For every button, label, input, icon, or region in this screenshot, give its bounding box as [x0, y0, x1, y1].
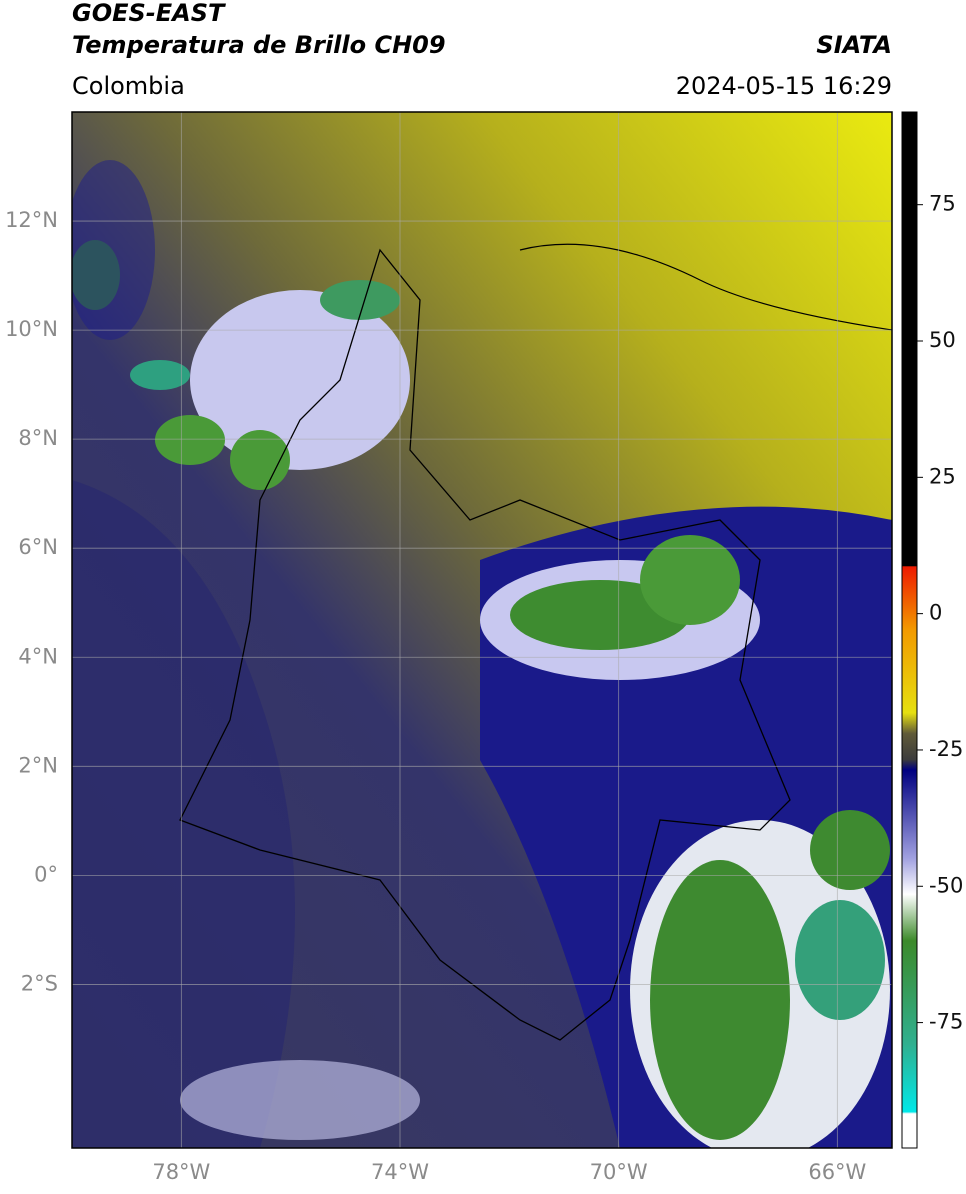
graticule [72, 112, 892, 1148]
y-tick-label: 0° [34, 862, 58, 886]
timestamp: 2024-05-15 16:29 [676, 72, 892, 100]
colorbar-label: 50 [929, 328, 956, 352]
colorbar-label: -25 [929, 737, 963, 761]
map-frame [71, 111, 893, 1149]
y-tick-label: 10°N [5, 317, 58, 341]
colorbar-label: 25 [929, 464, 956, 488]
x-tick-label: 70°W [590, 1160, 648, 1184]
y-tick-label: 8°N [18, 426, 58, 450]
x-tick-label: 66°W [808, 1160, 866, 1184]
x-tick-label: 78°W [152, 1160, 210, 1184]
y-tick-label: 4°N [18, 644, 58, 668]
x-tick-label: 74°W [371, 1160, 429, 1184]
satellite-image [72, 112, 892, 1148]
colorbar-label: 75 [929, 192, 956, 216]
colorbar-label: -75 [929, 1010, 963, 1034]
colorbar-label: -50 [929, 873, 963, 897]
source: SIATA [816, 31, 892, 59]
colorbar-label: 0 [929, 601, 942, 625]
title: Temperatura de Brillo CH09 [72, 31, 446, 59]
colorbar [901, 111, 918, 1149]
y-tick-label: 2°N [18, 753, 58, 777]
y-tick-label: 6°N [18, 535, 58, 559]
region: Colombia [72, 72, 185, 100]
y-tick-label: 2°S [21, 971, 58, 995]
y-tick-label: 12°N [5, 208, 58, 232]
title: GOES-EAST [72, 0, 226, 27]
